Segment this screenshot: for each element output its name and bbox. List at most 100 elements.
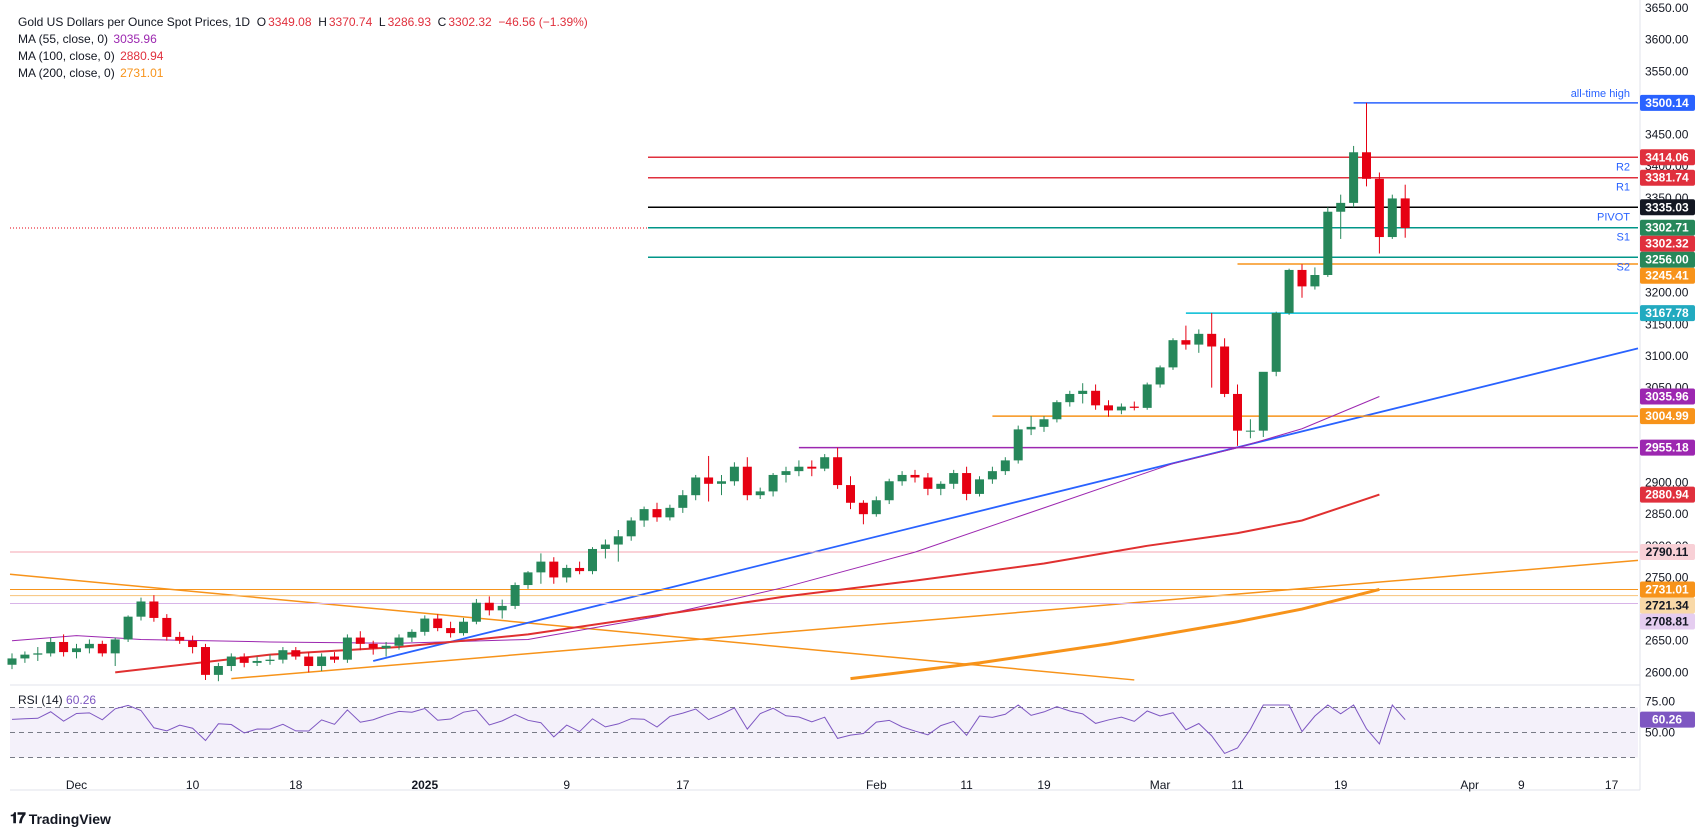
price-tag-bg [1640,439,1695,456]
y-tick-label: 2600.00 [1645,665,1689,679]
candle-body [833,457,843,486]
candle-body [1104,405,1113,411]
candle-body [420,618,430,632]
price-tag-text: 3245.41 [1645,269,1689,283]
candle-body [226,656,236,667]
candle-body [188,640,198,648]
candle-body [1091,390,1101,406]
candle-body [1374,178,1384,238]
candle-body [394,637,404,646]
rsi-tick-label: 50.00 [1645,726,1675,740]
candle-body [46,641,56,654]
y-tick-label: 3100.00 [1645,349,1689,363]
tradingview-logo[interactable]: 𝟏𝟕 TradingView [10,810,111,827]
rsi-legend: RSI (14) 60.26 [18,693,96,707]
x-tick-label: 19 [1334,778,1348,792]
candle-body [1065,393,1075,403]
price-tag: 2955.18 [1640,439,1695,456]
price-tag: 3381.74 [1640,169,1695,186]
x-tick-label: Feb [866,778,887,792]
candle-body [162,617,172,637]
low-value: 3286.93 [387,15,431,29]
rsi-tag-bg [1640,711,1695,728]
candle-body [497,605,507,611]
price-tag-bg [1640,94,1695,111]
candle-body [381,645,391,649]
ma200-row: MA (200, close, 0) 2731.01 [18,66,164,80]
candle-body [59,641,69,653]
close-value: 3302.32 [448,15,492,29]
price-tag-text: 3302.71 [1645,221,1689,235]
price-tag-bg [1640,235,1695,252]
brand-name: TradingView [28,810,111,827]
price-tag-text: 2955.18 [1645,441,1689,455]
candle-body [987,471,997,480]
candle-body [1349,152,1359,203]
y-tick-label: 3550.00 [1645,64,1689,78]
x-tick-label: Apr [1460,778,1479,792]
rsi-value: 60.26 [66,693,97,707]
price-tag-bg [1640,486,1695,503]
candle-body [768,474,778,492]
chart-legend: Gold US Dollars per Ounce Spot Prices, 1… [18,14,588,82]
candle-body [239,656,249,663]
x-tick-label: Dec [66,778,87,792]
y-tick-label: 3450.00 [1645,128,1689,142]
x-tick-label: 2025 [411,778,438,792]
price-tag: 2880.94 [1640,486,1695,503]
s2-label: S2 [1617,261,1630,273]
price-tag: 3245.41 [1640,267,1695,284]
candle-body [317,656,327,667]
candle-body [1129,406,1139,408]
ma55-row: MA (55, close, 0) 3035.96 [18,32,157,46]
candle-body [149,601,159,618]
candle-body [562,567,572,578]
change-value: −46.56 (−1.39%) [498,15,588,29]
candle-body [355,637,365,644]
candle-body [446,628,456,634]
x-tick-label: 10 [186,778,200,792]
ath-label: all-time high [1571,88,1630,100]
candle-body [729,466,739,482]
candle-body [626,520,636,537]
candle-body [1026,426,1036,430]
y-tick-label: 2850.00 [1645,507,1689,521]
candle-body [910,474,920,478]
price-tag-text: 3302.32 [1645,237,1689,251]
price-tag: 3414.06 [1640,149,1695,166]
candle-body [639,509,649,521]
candle-body [652,509,662,518]
price-tag-bg [1640,544,1695,561]
price-tag: 2721.34 [1640,597,1695,614]
pivot-label: PIVOT [1597,211,1630,223]
candle-body [923,477,933,489]
price-tag-text: 3335.03 [1645,200,1689,214]
price-tag: 2790.11 [1640,544,1695,561]
x-tick-label: 17 [676,778,690,792]
candle-body [252,660,262,663]
uptrend-line-orange [231,559,1639,680]
price-tag-text: 3414.06 [1645,150,1689,164]
y-tick-label: 3650.00 [1645,1,1689,15]
price-tag-bg [1640,199,1695,216]
candle-body [1000,460,1010,472]
price-tag-text: 3035.96 [1645,390,1689,404]
x-tick-label: Mar [1150,778,1171,792]
candle-body [1336,202,1346,212]
candle-body [1155,367,1165,385]
candle-body [84,643,94,649]
candle-body [1323,211,1333,276]
y-tick-label: 2750.00 [1645,570,1689,584]
candle-body [1245,430,1255,432]
candle-body [897,474,907,482]
high-value: 3370.74 [328,15,373,29]
price-tag-bg [1640,613,1695,630]
ma100-line [115,493,1380,674]
price-tag-bg [1640,251,1695,268]
candle-body [7,658,17,665]
price-tag-text: 2721.34 [1645,598,1689,612]
price-tag: 2731.01 [1640,581,1695,598]
candle-body [20,654,30,659]
price-tag-bg [1640,169,1695,186]
